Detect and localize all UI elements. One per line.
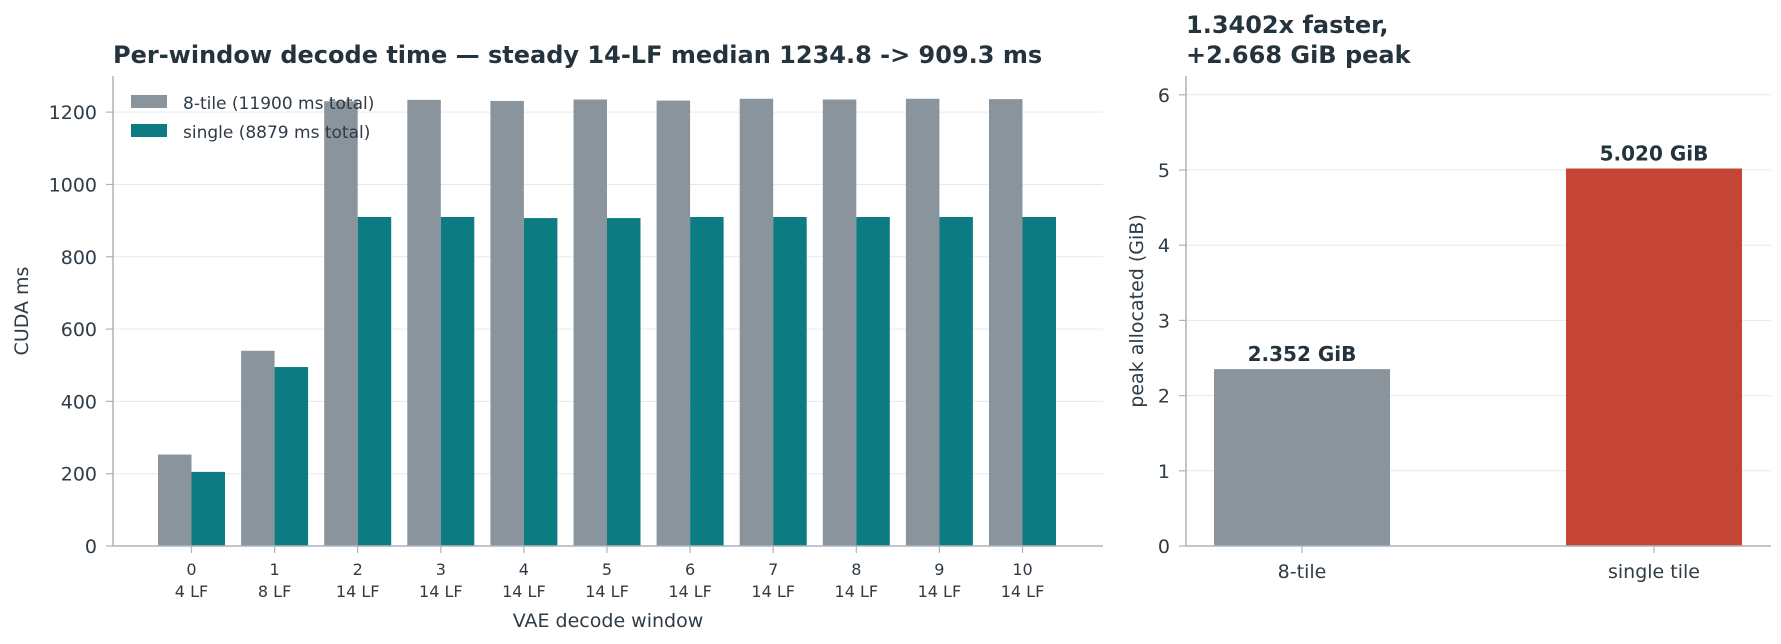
bar-data-label: 2.352 GiB xyxy=(1248,342,1357,366)
y-tick-label: 4 xyxy=(1158,235,1170,257)
y-tick-label: 600 xyxy=(61,319,97,341)
x-tick-sublabel: 14 LF xyxy=(585,582,629,601)
decode-chart-y-axis-label: CUDA ms xyxy=(11,267,33,356)
legend-label-single: single (8879 ms total) xyxy=(183,123,370,143)
bar-8-tile xyxy=(324,101,358,547)
bar-single xyxy=(773,217,807,546)
x-tick-sublabel: 14 LF xyxy=(419,582,463,601)
y-tick-label: 2 xyxy=(1158,386,1170,408)
y-tick-label: 400 xyxy=(61,391,97,413)
bar-single xyxy=(1022,217,1056,546)
bar-single xyxy=(607,218,641,547)
legend-swatch-single xyxy=(131,124,167,137)
memory-chart-title-line-2: +2.668 GiB peak xyxy=(1186,41,1412,69)
legend-swatch-8-tile xyxy=(131,95,167,108)
x-tick-sublabel: 14 LF xyxy=(835,582,879,601)
x-tick-label: 10 xyxy=(1012,560,1032,579)
y-tick-label: 0 xyxy=(1158,536,1170,558)
x-tick-label: 6 xyxy=(685,560,695,579)
bar-single xyxy=(440,217,475,546)
x-tick-label: 5 xyxy=(602,560,612,579)
y-tick-label: 3 xyxy=(1158,310,1170,332)
y-tick-label: 800 xyxy=(61,247,97,269)
y-tick-label: 0 xyxy=(85,536,97,558)
decode-time-chart: Per-window decode time — steady 14-LF me… xyxy=(11,41,1103,632)
y-tick-label: 1 xyxy=(1158,461,1170,483)
bar-single xyxy=(191,471,225,546)
x-tick-label: 7 xyxy=(768,560,778,579)
decode-chart-legend: 8-tile (11900 ms total) single (8879 ms … xyxy=(131,94,374,143)
bar-single xyxy=(357,217,392,546)
x-tick-sublabel: 14 LF xyxy=(918,582,962,601)
x-tick-sublabel: 14 LF xyxy=(751,582,795,601)
x-tick-sublabel: 8 LF xyxy=(258,582,291,601)
bar-data-label: 5.020 GiB xyxy=(1600,141,1709,165)
decode-chart-bars xyxy=(158,98,1056,547)
bar-8-tile xyxy=(158,454,192,546)
x-tick-label: 3 xyxy=(436,560,446,579)
bar-8-tile xyxy=(989,99,1023,546)
decode-chart-x-ticks: 0 4 LF 1 8 LF 2 14 LF 3 14 LF 4 14 LF 5 14 LF 6 14 LF… xyxy=(175,546,1044,601)
bar-8-tile xyxy=(407,99,441,546)
y-tick-label: 200 xyxy=(61,464,97,486)
bar-single xyxy=(690,217,724,546)
y-tick-label: 5 xyxy=(1158,160,1170,182)
y-tick-label: 1000 xyxy=(49,174,97,196)
legend-label-8-tile: 8-tile (11900 ms total) xyxy=(183,94,374,114)
memory-chart-bars: 2.352 GiB 5.020 GiB xyxy=(1214,141,1742,546)
y-tick-label: 1200 xyxy=(49,102,97,124)
x-tick-sublabel: 14 LF xyxy=(1001,582,1045,601)
x-tick-sublabel: 14 LF xyxy=(336,582,380,601)
bar-single xyxy=(274,367,309,546)
x-tick-label: 0 xyxy=(186,560,196,579)
memory-chart-y-axis-label: peak allocated (GiB) xyxy=(1126,214,1148,407)
bar-single xyxy=(856,217,890,546)
bar-8-tile xyxy=(656,100,691,546)
x-tick-label: 8-tile xyxy=(1278,561,1327,583)
bar-8-tile-memory xyxy=(1214,369,1390,546)
x-tick-label: 4 xyxy=(519,560,529,579)
x-tick-label: 2 xyxy=(353,560,363,579)
decode-chart-y-ticks: 0 200 400 600 800 1000 1200 xyxy=(49,102,113,558)
x-tick-label: 9 xyxy=(934,560,944,579)
bar-single-tile-memory xyxy=(1566,168,1742,546)
bar-8-tile xyxy=(739,98,774,547)
memory-chart-title-line-1: 1.3402x faster, xyxy=(1186,11,1389,39)
bar-single xyxy=(939,217,973,546)
peak-memory-chart: 1.3402x faster, +2.668 GiB peak 2.352 Gi… xyxy=(1126,11,1771,583)
x-tick-label: single tile xyxy=(1608,561,1700,583)
bar-8-tile xyxy=(822,99,857,546)
decode-chart-x-axis-label: VAE decode window xyxy=(513,610,704,632)
y-tick-label: 6 xyxy=(1158,85,1170,107)
x-tick-label: 8 xyxy=(851,560,861,579)
x-tick-sublabel: 14 LF xyxy=(502,582,546,601)
x-tick-sublabel: 4 LF xyxy=(175,582,208,601)
memory-chart-y-ticks: 0 1 2 3 4 5 6 xyxy=(1158,85,1186,558)
decode-chart-title: Per-window decode time — steady 14-LF me… xyxy=(113,41,1042,69)
bar-8-tile xyxy=(573,99,607,546)
x-tick-sublabel: 14 LF xyxy=(668,582,712,601)
bar-8-tile xyxy=(905,98,940,547)
bar-single xyxy=(523,218,558,547)
bar-8-tile xyxy=(241,350,275,546)
x-tick-label: 1 xyxy=(270,560,280,579)
memory-chart-x-ticks: 8-tile single tile xyxy=(1278,546,1700,583)
bar-8-tile xyxy=(490,100,524,546)
